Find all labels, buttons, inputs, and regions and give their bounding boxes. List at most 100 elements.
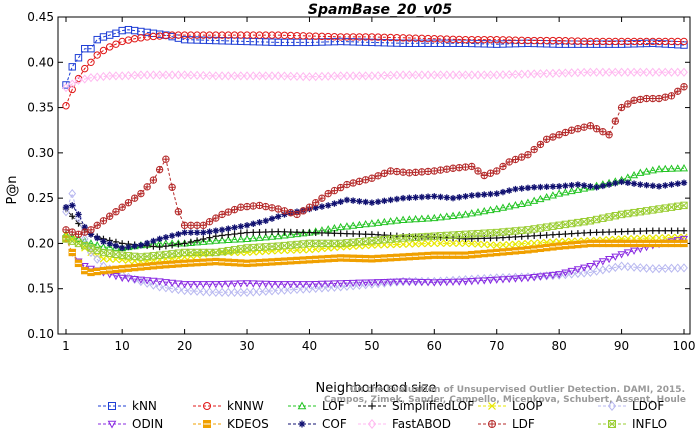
series-marker-ldof bbox=[162, 283, 170, 293]
series-marker-ldf bbox=[630, 96, 638, 105]
series-marker-inflo bbox=[330, 239, 339, 248]
series-marker-fastabod bbox=[680, 67, 688, 77]
series-marker-fastabod bbox=[648, 67, 657, 77]
series-marker-knn bbox=[68, 63, 76, 71]
series-marker-kdeos bbox=[305, 256, 314, 264]
series-marker-odin bbox=[473, 277, 483, 285]
series-marker-ldof bbox=[642, 263, 651, 273]
series-marker-knnw bbox=[680, 37, 688, 46]
series-marker-ldf bbox=[212, 214, 220, 222]
series-marker-cof bbox=[481, 191, 488, 198]
series-marker-fastabod bbox=[68, 79, 77, 89]
series-marker-fastabod bbox=[492, 70, 501, 80]
series-marker-ldof bbox=[261, 286, 270, 296]
series-marker-lof bbox=[455, 210, 464, 219]
series-marker-fastabod bbox=[324, 71, 333, 81]
series-marker-simplifiedlof bbox=[637, 227, 644, 235]
series-marker-fastabod bbox=[411, 70, 420, 80]
y-tick-label: 0.35 bbox=[27, 101, 54, 115]
series-marker-cof bbox=[574, 181, 582, 188]
series-marker-ldof bbox=[661, 263, 670, 274]
series-marker-cof bbox=[568, 181, 575, 189]
series-marker-simplifiedlof bbox=[580, 229, 588, 237]
series-marker-ldf bbox=[399, 168, 407, 176]
series-marker-cof bbox=[580, 182, 588, 189]
series-marker-lof bbox=[280, 231, 289, 239]
series-marker-fastabod bbox=[180, 70, 189, 80]
series-marker-odin bbox=[380, 278, 389, 287]
series-marker-cof bbox=[175, 230, 182, 238]
series-marker-loop bbox=[305, 246, 314, 254]
series-marker-ldof bbox=[598, 265, 607, 275]
series-marker-fastabod bbox=[611, 67, 620, 77]
legend-label: ODIN bbox=[132, 417, 163, 431]
series-marker-simplifiedlof bbox=[593, 229, 600, 236]
series-marker-odin bbox=[573, 266, 582, 274]
series-marker-simplifiedlof bbox=[200, 235, 207, 243]
series-marker-ldof bbox=[193, 286, 201, 296]
series-marker-cof bbox=[206, 228, 213, 235]
series-marker-kdeos bbox=[280, 257, 289, 265]
series-marker-ldf bbox=[474, 167, 482, 175]
series-marker-ldf bbox=[624, 100, 632, 108]
series-marker-fastabod bbox=[567, 68, 576, 78]
series-marker-odin bbox=[230, 280, 239, 288]
series-marker-fastabod bbox=[62, 83, 70, 93]
series-marker-kdeos bbox=[343, 254, 351, 262]
series-marker-simplifiedlof bbox=[69, 213, 76, 220]
series-marker-cof bbox=[499, 188, 507, 196]
series-marker-cof bbox=[349, 197, 357, 204]
series-marker-fastabod bbox=[386, 70, 395, 80]
series-marker-ldf bbox=[368, 174, 376, 182]
series-marker-kdeos bbox=[680, 239, 688, 248]
series-marker-odin bbox=[274, 281, 283, 289]
series-marker-knn bbox=[93, 35, 101, 44]
series-marker-ldof bbox=[461, 275, 470, 285]
series-marker-fastabod bbox=[467, 70, 476, 80]
series-marker-lof bbox=[267, 232, 277, 240]
series-marker-loop bbox=[505, 240, 513, 249]
series-marker-fastabod bbox=[155, 70, 164, 80]
series-marker-cof bbox=[630, 180, 638, 187]
series-marker-odin bbox=[605, 255, 614, 264]
series-marker-ldf bbox=[542, 135, 551, 143]
x-tick-label: 10 bbox=[115, 339, 130, 353]
series-marker-kdeos bbox=[636, 239, 645, 248]
series-marker-lof bbox=[380, 217, 389, 226]
series-marker-cof bbox=[449, 194, 457, 202]
series-marker-kdeos bbox=[549, 243, 557, 251]
series-marker-loop bbox=[480, 240, 488, 249]
series-marker-ldf bbox=[674, 87, 682, 95]
series-marker-cof bbox=[112, 242, 120, 250]
series-marker-kdeos bbox=[586, 239, 595, 248]
series-marker-loop bbox=[424, 239, 432, 248]
series-marker-odin bbox=[149, 277, 158, 286]
series-marker-lof bbox=[667, 164, 676, 172]
legend-item-fastabod: FastABOD bbox=[358, 417, 451, 431]
series-marker-odin bbox=[586, 263, 595, 271]
series-marker-ldf bbox=[380, 169, 389, 178]
series-marker-cof bbox=[262, 217, 269, 224]
series-marker-cof bbox=[162, 234, 170, 241]
series-marker-ldf bbox=[586, 121, 595, 130]
series-marker-lof bbox=[218, 236, 227, 244]
series-marker-lof bbox=[555, 189, 564, 197]
series-marker-ldof bbox=[336, 282, 345, 292]
series-marker-inflo bbox=[542, 223, 551, 231]
series-marker-lof bbox=[193, 238, 202, 246]
series-marker-ldof bbox=[280, 285, 289, 295]
series-marker-cof bbox=[549, 183, 557, 190]
series-marker-loop bbox=[518, 240, 526, 248]
series-marker-cof bbox=[268, 215, 276, 222]
series-marker-lof bbox=[93, 241, 102, 249]
series-marker-ldf bbox=[187, 221, 195, 230]
series-marker-simplifiedlof bbox=[512, 233, 519, 241]
series-marker-ldf bbox=[274, 205, 282, 213]
series-marker-ldf bbox=[511, 155, 520, 164]
series-marker-ldf bbox=[99, 217, 108, 225]
legend-marker bbox=[608, 420, 616, 428]
series-marker-ldf bbox=[118, 203, 126, 211]
legend-item-inflo: INFLO bbox=[598, 417, 667, 431]
series-marker-ldof bbox=[324, 283, 333, 293]
series-marker-fastabod bbox=[112, 71, 120, 81]
